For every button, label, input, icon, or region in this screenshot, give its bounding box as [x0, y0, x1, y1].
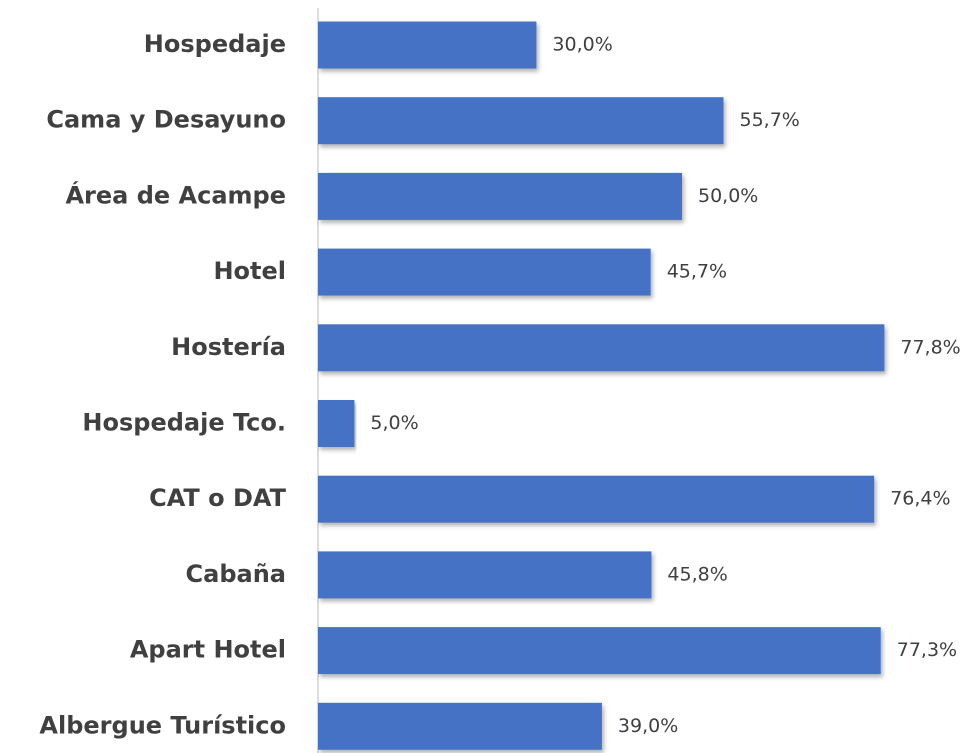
category-label: Cabaña	[186, 560, 286, 588]
category-label: Hotel	[213, 257, 286, 285]
bar	[318, 21, 537, 69]
bar	[318, 551, 652, 599]
bar	[318, 702, 602, 750]
value-label: 45,8%	[667, 563, 727, 585]
value-label: 5,0%	[370, 412, 418, 434]
category-label: Hospedaje Tco.	[82, 409, 286, 437]
category-label: Área de Acampe	[65, 180, 286, 209]
category-label: Albergue Turístico	[39, 711, 286, 739]
category-label: CAT o DAT	[149, 484, 287, 512]
bar	[318, 400, 355, 447]
bar	[318, 324, 885, 372]
value-label: 45,7%	[667, 261, 727, 283]
value-label: 77,3%	[897, 639, 957, 661]
bar	[318, 172, 682, 220]
value-label: 55,7%	[739, 109, 799, 131]
bar	[318, 475, 875, 523]
value-label: 76,4%	[890, 488, 950, 510]
bar	[318, 97, 724, 145]
value-label: 50,0%	[698, 185, 758, 207]
category-label: Cama y Desayuno	[46, 106, 286, 134]
category-label: Hospedaje	[144, 30, 286, 58]
bar	[318, 627, 881, 675]
bar	[318, 248, 651, 296]
category-label: Apart Hotel	[130, 636, 286, 664]
value-label: 77,8%	[900, 336, 960, 358]
value-label: 39,0%	[618, 715, 678, 737]
category-label: Hostería	[171, 333, 286, 361]
value-label: 30,0%	[552, 34, 612, 56]
